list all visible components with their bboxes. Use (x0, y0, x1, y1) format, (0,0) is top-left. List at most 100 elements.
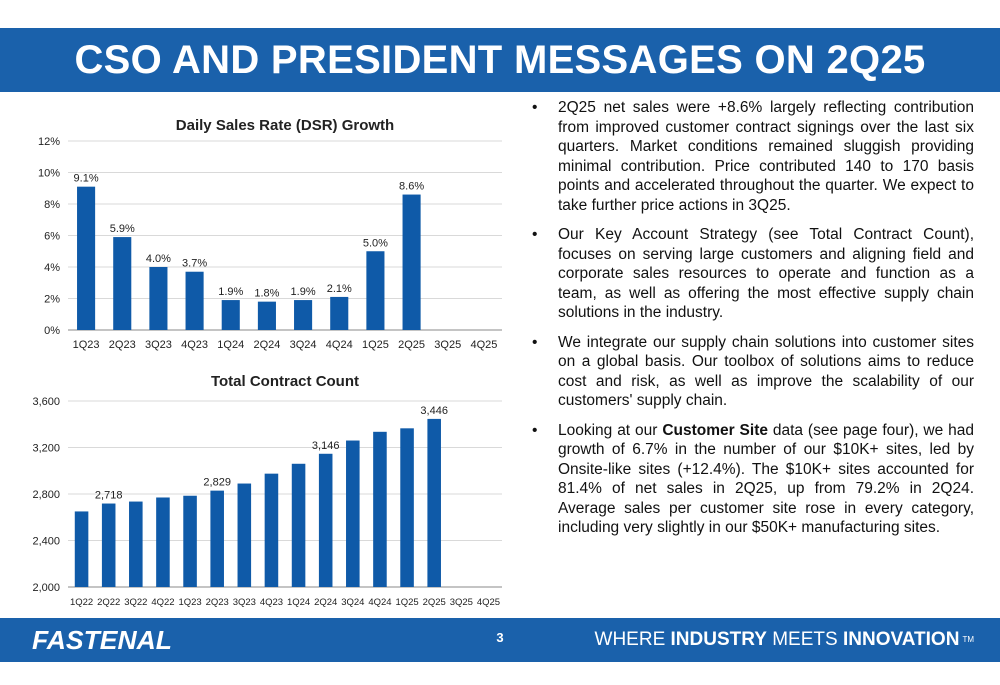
page-number: 3 (496, 630, 504, 645)
bar-3q23 (237, 483, 252, 587)
x-tick-label: 3Q23 (233, 597, 256, 608)
bullet-item: • 2Q25 net sales were +8.6% largely refle… (532, 98, 974, 215)
bullet-text: 2Q25 net sales were +8.6% largely reflec… (558, 99, 974, 214)
bullet-item: • Our Key Account Strategy (see Total Con… (532, 225, 974, 323)
tagline: WHERE INDUSTRY MEETS INNOVATION TM (595, 629, 974, 651)
data-label: 3.7% (182, 258, 207, 270)
data-label: 2.1% (327, 283, 352, 295)
bullet-item: • We integrate our supply chain solutions… (532, 333, 974, 411)
data-label: 4.0% (146, 253, 171, 265)
x-tick-label: 4Q23 (260, 597, 283, 608)
data-label: 3,446 (420, 405, 448, 417)
data-label: 1.9% (218, 286, 243, 298)
bar-2q24 (257, 301, 276, 330)
bar-4q22 (156, 497, 170, 587)
bar-1q22 (74, 511, 89, 587)
data-label: 2,829 (203, 477, 231, 489)
data-label: 1.8% (254, 288, 279, 300)
fastenal-logo-text: FASTENAL (32, 625, 172, 655)
bar-2q25 (402, 194, 421, 330)
y-tick-label: 3,200 (32, 443, 60, 455)
y-tick-label: 10% (38, 168, 60, 180)
data-label: 1.9% (291, 286, 316, 298)
x-tick-label: 3Q25 (450, 597, 473, 608)
bar-4q24 (373, 431, 387, 587)
footer-bar: FASTENAL 3 WHERE INDUSTRY MEETS INNOVATI… (0, 618, 1000, 662)
x-tick-label: 1Q23 (178, 597, 201, 608)
contract-count-chart: Total Contract Count 2,000 2,400 2,800 3,200… (30, 368, 510, 613)
x-tick-label: 3Q23 (145, 339, 172, 351)
x-tick-label: 2Q25 (423, 597, 446, 608)
bar-4q23 (185, 271, 204, 330)
data-label: 5.0% (363, 237, 388, 249)
bullet-text: Our Key Account Strategy (see Total Cont… (558, 226, 974, 321)
bullet-marker: • (532, 99, 538, 116)
y-tick-label: 2,400 (32, 536, 60, 548)
bullet-text-bold: Customer Site (662, 421, 768, 439)
header-bar: CSO AND PRESIDENT MESSAGES ON 2Q25 (0, 28, 1000, 92)
x-tick-label: 1Q22 (70, 597, 93, 608)
x-tick-label: 4Q24 (326, 339, 353, 351)
bar-3q24 (294, 300, 313, 330)
page-title: CSO AND PRESIDENT MESSAGES ON 2Q25 (74, 38, 926, 82)
bar-3q24 (346, 440, 360, 587)
x-tick-label: 1Q25 (395, 597, 418, 608)
bullet-item: • Looking at our Customer Site data (see … (532, 421, 974, 538)
bar-2q23 (113, 237, 132, 330)
tagline-word: INDUSTRY (670, 629, 767, 650)
dsr-growth-chart: Daily Sales Rate (DSR) Growth 0% 2% 4% 6% 8% 1… (30, 110, 510, 360)
data-label: 3,146 (312, 440, 340, 452)
chart-title: Total Contract Count (211, 373, 359, 390)
bar-1q23 (77, 186, 96, 330)
x-tick-label: 3Q22 (124, 597, 147, 608)
data-label: 5.9% (110, 223, 135, 235)
y-tick-label: 8% (44, 199, 60, 211)
bar-2q22 (101, 503, 116, 587)
fastenal-logo: FASTENAL (32, 625, 172, 655)
bullet-text: data (see page four), we had growth of 6… (558, 421, 974, 537)
bar-4q23 (264, 473, 279, 587)
bar-1q24 (221, 300, 240, 330)
y-tick-label: 4% (44, 262, 60, 274)
y-tick-label: 2,800 (32, 489, 60, 501)
x-tick-label: 4Q23 (181, 339, 208, 351)
contract-count-chart-svg: Total Contract Count 2,000 2,400 2,800 3,200… (32, 373, 502, 608)
x-tick-label: 2Q24 (314, 597, 337, 608)
x-tick-label: 2Q23 (206, 597, 229, 608)
bar-1q24 (291, 463, 306, 587)
bar-4q24 (330, 296, 349, 330)
x-tick-label: 1Q24 (287, 597, 310, 608)
data-label: 2,718 (95, 490, 123, 502)
bar-1q23 (183, 495, 197, 587)
x-tick-label: 2Q25 (398, 339, 425, 351)
data-label: 8.6% (399, 181, 424, 193)
y-tick-label: 0% (44, 325, 60, 337)
tagline-word: WHERE (594, 629, 671, 650)
x-tick-label: 4Q24 (368, 597, 391, 608)
y-tick-label: 2% (44, 294, 60, 306)
tagline-word: INNOVATION (842, 629, 960, 650)
x-tick-label: 3Q25 (434, 339, 461, 351)
x-tick-label: 4Q22 (151, 597, 174, 608)
bar-1q25 (400, 428, 414, 587)
x-tick-label: 1Q23 (73, 339, 100, 351)
bar-2q25 (427, 418, 441, 587)
dsr-growth-chart-svg: Daily Sales Rate (DSR) Growth 0% 2% 4% 6% 8% 1… (38, 117, 502, 351)
bullet-text: We integrate our supply chain solutions … (558, 333, 974, 410)
bar-2q24 (318, 453, 333, 587)
message-bullets: • 2Q25 net sales were +8.6% largely refle… (532, 98, 974, 548)
bar-1q25 (366, 251, 385, 330)
x-tick-label: 2Q24 (253, 339, 280, 351)
bar-3q22 (129, 501, 143, 587)
y-tick-label: 12% (38, 136, 60, 148)
x-tick-label: 2Q23 (109, 339, 136, 351)
bullet-text: Looking at our (558, 421, 663, 439)
bar-2q23 (210, 490, 224, 587)
bullet-marker: • (532, 333, 538, 351)
data-label: 9.1% (74, 173, 99, 185)
y-tick-label: 3,600 (32, 396, 60, 408)
bullet-marker: • (532, 421, 538, 439)
tagline-word: MEETS (766, 629, 843, 650)
bullet-marker: • (532, 226, 538, 243)
x-tick-label: 3Q24 (341, 597, 364, 608)
